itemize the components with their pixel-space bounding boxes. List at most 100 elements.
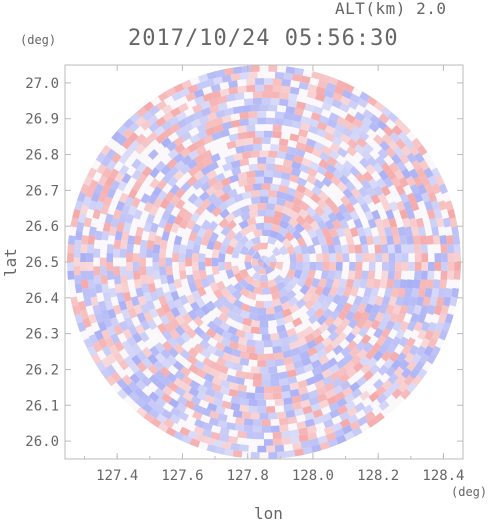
- radar-cell: [147, 353, 159, 365]
- radar-cell: [180, 181, 192, 193]
- radar-cell: [361, 244, 369, 254]
- radar-cell: [128, 391, 140, 403]
- radar-cell: [272, 246, 282, 257]
- radar-cell: [86, 262, 94, 271]
- radar-cell: [246, 124, 256, 132]
- radar-cell: [359, 123, 371, 134]
- radar-cell: [447, 262, 455, 271]
- radar-cell: [173, 360, 184, 372]
- radar-cell: [344, 400, 356, 411]
- radar-cell: [282, 349, 293, 359]
- radar-cell: [378, 400, 390, 411]
- radar-cell: [207, 176, 218, 187]
- radar-cell: [380, 185, 391, 197]
- radar-cell: [442, 296, 451, 307]
- radar-cell: [257, 314, 267, 322]
- radar-cell: [91, 353, 102, 365]
- radar-cell: [252, 183, 262, 191]
- radar-cell: [374, 295, 384, 307]
- radar-cell: [328, 286, 339, 297]
- radar-cell: [215, 446, 226, 455]
- radar-cell: [244, 144, 254, 152]
- radar-cell: [326, 156, 338, 167]
- radar-cell: [126, 336, 137, 348]
- radar-cell: [293, 154, 304, 164]
- radar-cell: [167, 176, 179, 188]
- x-tick-label: 127.4: [96, 468, 138, 484]
- radar-cell: [190, 301, 201, 313]
- radar-cell: [293, 244, 303, 255]
- radar-cell: [395, 296, 404, 307]
- radar-cell: [239, 226, 250, 237]
- radar-cell: [259, 255, 264, 262]
- radar-cell: [386, 343, 397, 355]
- radar-cell: [235, 370, 246, 379]
- radar-cell: [369, 364, 381, 375]
- radar-cell: [212, 180, 224, 191]
- radar-cell: [106, 159, 117, 171]
- radar-cell: [225, 283, 237, 295]
- radar-cell: [251, 272, 262, 282]
- radar-cell: [327, 211, 338, 223]
- radar-cell: [349, 131, 361, 143]
- radar-cell: [420, 192, 431, 203]
- radar-cell: [390, 226, 400, 237]
- radar-cell: [141, 283, 150, 294]
- radar-cell: [230, 402, 241, 411]
- radar-cell: [239, 245, 249, 256]
- radar-cell: [248, 209, 259, 218]
- radar-cell: [200, 277, 210, 289]
- radar-cell: [333, 428, 345, 439]
- radar-cell: [368, 253, 376, 262]
- radar-cell: [419, 159, 430, 171]
- radar-cell: [174, 188, 186, 199]
- radar-cell: [347, 99, 359, 110]
- radar-cell: [294, 448, 305, 457]
- radar-cell: [224, 154, 235, 164]
- radar-cell: [270, 379, 280, 387]
- radar-cell: [368, 262, 376, 271]
- radar-cell: [414, 262, 422, 271]
- radar-cell: [316, 393, 328, 403]
- radar-cell: [372, 235, 381, 246]
- radar-cell: [278, 287, 289, 298]
- radar-cell: [264, 393, 273, 400]
- radar-cell: [127, 308, 138, 319]
- radar-cell: [143, 101, 155, 112]
- radar-cell: [230, 396, 241, 405]
- radar-cell: [290, 347, 302, 357]
- radar-cell: [356, 376, 368, 387]
- radar-cell: [298, 343, 310, 354]
- radar-cell: [126, 262, 133, 271]
- radar-cell: [278, 371, 289, 380]
- radar-cell: [188, 231, 198, 242]
- radar-cell: [435, 175, 445, 187]
- radar-cell: [216, 280, 226, 292]
- radar-cell: [248, 399, 258, 407]
- radar-cell: [200, 107, 212, 117]
- radar-cell: [152, 270, 161, 280]
- radar-cell: [184, 399, 196, 410]
- radar-cell: [339, 294, 349, 306]
- radar-cell: [139, 331, 150, 343]
- radar-cell: [111, 130, 122, 142]
- radar-cell: [167, 148, 179, 160]
- radar-cell: [381, 201, 392, 212]
- radar-cell: [109, 344, 120, 356]
- radar-cell: [237, 384, 247, 393]
- radar-cell: [309, 437, 320, 447]
- radar-cell: [222, 162, 233, 172]
- radar-cell: [421, 262, 429, 271]
- radar-cell: [67, 235, 76, 245]
- radar-cell: [291, 113, 302, 123]
- radar-cell: [246, 170, 256, 179]
- radar-cell: [349, 420, 361, 431]
- altitude-label: ALT(km) 2.0: [335, 0, 447, 18]
- radar-cell: [311, 185, 323, 196]
- radar-cell: [244, 331, 254, 340]
- radar-cell: [231, 265, 240, 276]
- radar-cell: [345, 310, 356, 322]
- radar-cell: [87, 167, 97, 179]
- radar-cell: [427, 191, 438, 203]
- radar-cell: [427, 262, 435, 271]
